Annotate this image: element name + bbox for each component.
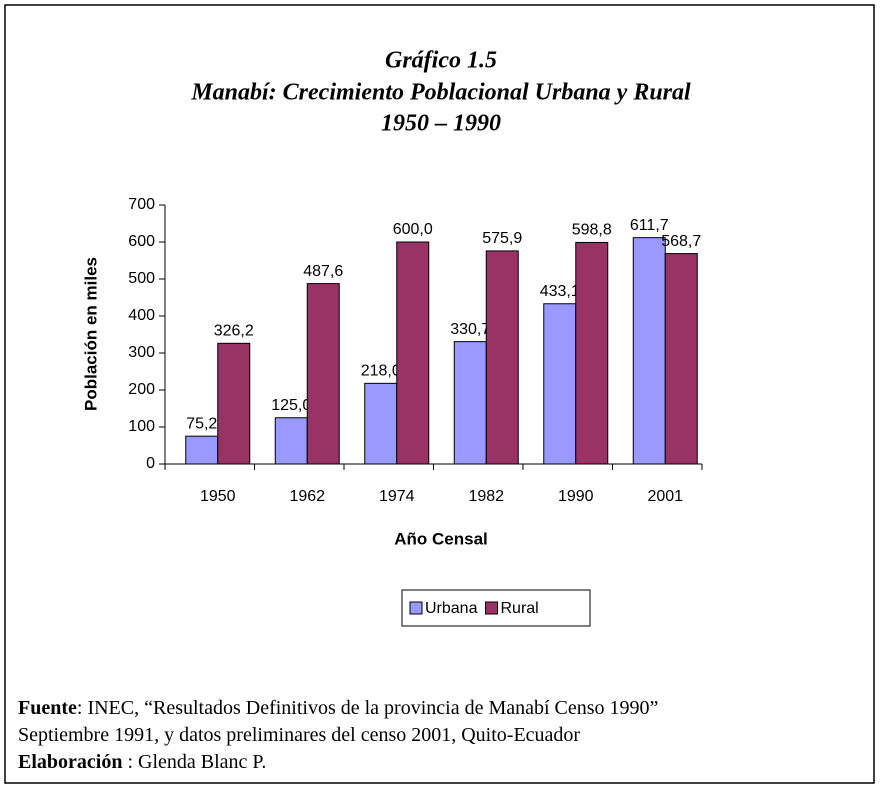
bar: [217, 342, 251, 465]
data-label: 487,6: [303, 263, 343, 280]
source-label: Fuente: [18, 697, 77, 719]
y-tick-label: 300: [128, 344, 155, 361]
data-label: 125,0: [271, 397, 311, 414]
legend-label: Urbana: [425, 600, 478, 617]
credit-text: : Glenda Blanc P.: [122, 751, 267, 773]
data-label: 611,7: [630, 217, 669, 234]
y-tick-label: 700: [128, 196, 155, 213]
chart-title: Manabí: Crecimiento Poblacional Urbana y…: [190, 80, 691, 106]
x-tick-label: 1950: [200, 488, 236, 505]
x-tick-label: 2001: [647, 488, 683, 505]
x-tick-label: 1962: [289, 488, 325, 505]
y-tick-label: 600: [128, 233, 155, 250]
bar: [274, 417, 308, 465]
data-label: 433,1: [540, 283, 580, 300]
bar: [664, 253, 698, 465]
data-label: 598,8: [572, 222, 612, 239]
bar: [396, 241, 430, 465]
bar: [306, 283, 340, 465]
x-tick-label: 1974: [379, 488, 415, 505]
y-tick-label: 500: [128, 270, 155, 287]
x-axis-label: Año Censal: [394, 529, 488, 548]
legend-swatch: [484, 601, 498, 615]
y-tick-label: 0: [146, 455, 155, 472]
data-label: 600,0: [393, 221, 433, 238]
bar: [185, 435, 219, 465]
source-text: : INEC, “Resultados Definitivos de la pr…: [18, 697, 659, 746]
bar: [364, 382, 398, 465]
y-tick-label: 400: [128, 307, 155, 324]
credit-label: Elaboración: [18, 751, 123, 773]
legend-swatch: [409, 601, 423, 615]
bar: [575, 241, 609, 465]
legend-label: Rural: [500, 600, 538, 617]
data-label: 75,2: [186, 415, 217, 432]
x-tick-label: 1982: [468, 488, 504, 505]
data-label: 575,9: [482, 230, 522, 247]
bar: [485, 250, 519, 465]
data-label: 568,7: [661, 233, 701, 250]
bar: [632, 237, 666, 465]
y-tick-label: 100: [128, 418, 155, 435]
footer: Fuente: INEC, “Resultados Definitivos de…: [18, 695, 708, 776]
bar: [453, 341, 487, 465]
data-label: 218,0: [361, 363, 401, 380]
chart-title: 1950 – 1990: [381, 111, 501, 137]
data-label: 330,7: [450, 321, 490, 338]
data-label: 326,2: [214, 323, 254, 340]
x-tick-label: 1990: [558, 488, 594, 505]
chart-title: Gráfico 1.5: [385, 48, 497, 74]
frame: [4, 4, 875, 784]
y-tick-label: 200: [128, 381, 155, 398]
y-axis-label: Población en miles: [81, 257, 100, 411]
bar: [543, 303, 577, 465]
